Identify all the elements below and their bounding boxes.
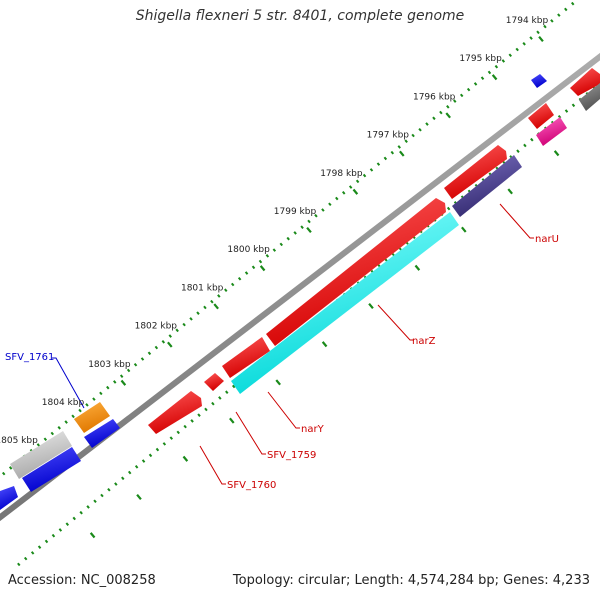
gene-label-sfv1761: SFV_1761 <box>5 352 54 363</box>
gene-arrow-red-small <box>528 103 554 129</box>
ruler-major-tick <box>368 302 374 310</box>
ruler-major-tick <box>306 226 312 234</box>
ruler-label: 1794 kbp <box>506 16 549 26</box>
outer-ruler-line <box>0 0 580 479</box>
genome-summary-text: Topology: circular; Length: 4,574,284 bp… <box>232 573 590 588</box>
inner-ruler-line <box>17 81 600 567</box>
ruler-major-tick <box>229 417 235 424</box>
leader-line-nary <box>267 391 300 429</box>
gene-arrow-blue-lower-left <box>22 447 81 492</box>
ruler-major-tick <box>445 112 451 119</box>
gene-arrow-red-top-right <box>570 68 600 96</box>
ruler-major-tick <box>259 265 266 272</box>
ruler-major-tick <box>213 303 219 310</box>
ruler-major-tick <box>414 264 421 271</box>
ruler-label: 1802 kbp <box>135 322 178 332</box>
ruler-label: 1795 kbp <box>459 54 502 64</box>
gene-arrow-blue-left-upper <box>0 486 18 510</box>
ruler-major-tick <box>553 150 560 157</box>
accession-text: Accession: NC_008258 <box>8 573 156 588</box>
gene-arrow-darkgrey-right <box>579 83 600 111</box>
leader-line-naru <box>499 203 534 239</box>
ruler-label: 1801 kbp <box>181 283 224 293</box>
gene-arrow-naru <box>452 155 522 217</box>
gene-arrow-red-mid <box>222 337 270 378</box>
ruler-major-tick <box>275 379 281 386</box>
gene-arrow-narz <box>266 198 446 346</box>
gene-arrow-red-upper <box>444 145 507 199</box>
ruler-major-tick <box>491 74 498 81</box>
gene-arrow-blue-top <box>531 74 547 88</box>
ruler-label: 1796 kbp <box>413 92 456 102</box>
ruler-label: 1797 kbp <box>367 131 410 141</box>
gene-label-narz: narZ <box>412 336 436 347</box>
ruler-major-tick <box>507 188 513 195</box>
gene-label-sfv1759: SFV_1759 <box>267 450 316 461</box>
ruler-major-tick <box>120 379 127 386</box>
ruler-label: 1799 kbp <box>274 207 317 217</box>
ruler-major-tick <box>352 188 359 195</box>
gene-arrow-nary <box>231 212 459 394</box>
ruler-major-tick <box>461 226 467 233</box>
leader-line-sfv1760 <box>199 445 226 485</box>
ruler-major-tick <box>182 455 189 462</box>
ruler-major-tick <box>89 532 96 539</box>
ruler-minor-ticks <box>89 150 560 539</box>
gene-arrow-blue-lower <box>84 419 120 448</box>
ruler-major-ticks <box>27 35 544 463</box>
ruler-label: 1805 kbp <box>0 436 38 446</box>
gene-arrow-sfv1760 <box>148 391 202 434</box>
leader-line-sfv1761 <box>52 357 85 409</box>
ruler-major-tick <box>538 35 544 43</box>
gene-arrow-orange <box>74 402 110 433</box>
leader-line-narz <box>377 304 414 341</box>
leader-line-sfv1759 <box>235 411 266 455</box>
ruler-label: 1800 kbp <box>227 245 270 255</box>
ruler-label: 1798 kbp <box>320 169 363 179</box>
map-title: Shigella flexneri 5 str. 8401, complete … <box>135 8 465 24</box>
ruler-major-tick <box>399 150 405 157</box>
gene-label-naru: narU <box>535 234 559 245</box>
ruler-label: 1804 kbp <box>42 398 85 408</box>
ruler-major-tick <box>136 493 142 501</box>
gene-label-sfv1760: SFV_1760 <box>227 480 276 491</box>
ruler-major-tick <box>167 341 173 348</box>
ruler-label: 1803 kbp <box>88 360 131 370</box>
gene-arrow-grey-upper <box>10 431 72 479</box>
gene-arrow-pink <box>536 117 567 146</box>
gene-label-nary: narY <box>301 424 325 435</box>
gene-arrow-sfv1759 <box>204 373 224 391</box>
ruler-major-tick <box>321 341 328 348</box>
ruler-labels: 1794 kbp 1795 kbp 1796 kbp 1797 kbp 1798 kbp… <box>0 16 548 446</box>
